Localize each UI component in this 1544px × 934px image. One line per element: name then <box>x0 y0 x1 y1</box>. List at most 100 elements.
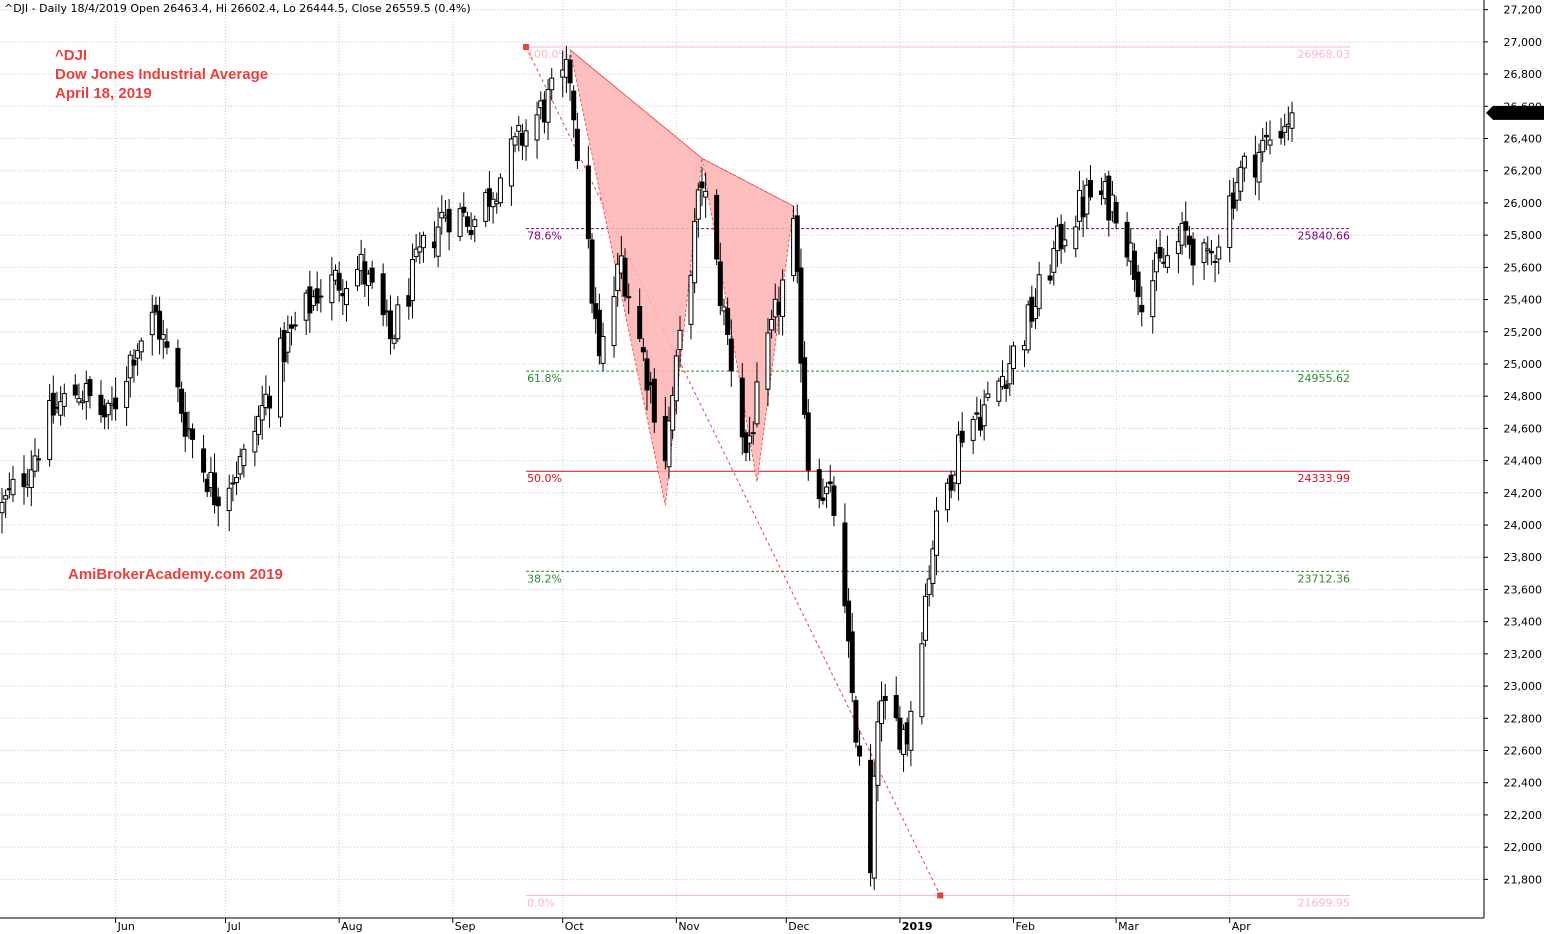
candle-body <box>600 335 606 364</box>
candle-body <box>420 234 426 249</box>
candle-body <box>739 377 745 438</box>
candle-body <box>182 411 188 437</box>
x-tick-label: Oct <box>565 920 585 933</box>
candle-body <box>1179 222 1185 246</box>
candle-body <box>677 329 683 350</box>
y-tick-label: 22,800 <box>1504 712 1543 725</box>
candle-body <box>497 177 503 204</box>
x-tick-label: Nov <box>678 920 700 933</box>
candle-body <box>842 522 848 607</box>
fib-level-pct: 0.0% <box>527 896 555 909</box>
candle-body <box>226 487 232 512</box>
candle-body <box>417 246 423 253</box>
candle-body <box>157 310 163 340</box>
candle-body <box>457 208 463 237</box>
last-price-marker: 26,559.5 <box>1486 105 1544 120</box>
candle-body <box>380 273 386 316</box>
candle-body <box>611 296 617 347</box>
chart-header: ^DJI - Daily 18/4/2019 Open 26463.4, Hi … <box>4 2 471 15</box>
candle-body <box>831 485 837 517</box>
candle-body <box>596 309 602 357</box>
candle-body <box>354 268 360 287</box>
y-tick-label: 25,800 <box>1504 229 1543 242</box>
candle-body <box>289 324 295 329</box>
candle-body <box>278 337 284 418</box>
pattern-line-bd <box>701 157 794 207</box>
candle-body <box>153 304 159 313</box>
candle-body <box>292 324 298 327</box>
candle-body <box>127 354 133 379</box>
candle-body <box>461 206 467 213</box>
candle-body <box>47 400 53 460</box>
candle-body <box>1058 223 1064 250</box>
candle-body <box>234 477 240 484</box>
candle-body <box>692 220 698 284</box>
fib-level-pct: 50.0% <box>527 472 562 485</box>
candle-body <box>446 208 452 233</box>
candle-body <box>468 230 474 236</box>
y-tick-label: 27,200 <box>1504 4 1543 17</box>
fib-anchor-line <box>525 46 941 896</box>
candle-body <box>1238 166 1244 192</box>
candle-body <box>1256 151 1262 183</box>
fibonacci-levels: 100.0% 26968.03 78.6% 25840.66 61.8% 24955.62… <box>523 44 1350 909</box>
candle-body <box>637 305 643 339</box>
last-price-box <box>1486 105 1544 120</box>
candle-body <box>1124 221 1130 258</box>
candle-body <box>212 472 218 506</box>
candle-body <box>72 384 78 396</box>
chart-title-symbol: ^DJI <box>55 47 87 64</box>
candle-body <box>1212 260 1218 263</box>
candle-body <box>1113 201 1119 224</box>
candle-body <box>1227 195 1233 248</box>
x-tick-label: 2019 <box>902 920 933 933</box>
candle-body <box>882 695 888 702</box>
candle-body <box>1131 250 1137 280</box>
fib-level-pct: 38.2% <box>527 572 562 585</box>
candle-body <box>1007 363 1013 385</box>
candle-body <box>1036 274 1042 309</box>
candle-body <box>1241 155 1247 169</box>
candle-body <box>754 381 760 425</box>
candle-body <box>343 288 349 306</box>
candle-body <box>908 710 914 751</box>
candle-body <box>113 397 119 410</box>
candle-body <box>651 378 657 423</box>
candle-body <box>362 261 368 285</box>
candle-body <box>695 189 701 220</box>
candle-body <box>747 435 753 444</box>
candle-body <box>1157 247 1163 259</box>
y-tick-label: 25,000 <box>1504 358 1543 371</box>
candle-body <box>329 274 335 304</box>
candle-body <box>1289 112 1295 129</box>
candle-body <box>1047 275 1053 281</box>
candle-body <box>728 338 734 372</box>
candle-body <box>516 124 522 132</box>
fib-level-value: 23712.36 <box>1298 572 1351 585</box>
candle-body <box>179 388 185 414</box>
y-tick-label: 23,000 <box>1504 680 1543 693</box>
y-tick-label: 25,200 <box>1504 326 1543 339</box>
candle-body <box>996 380 1002 402</box>
grid <box>0 0 1484 918</box>
y-tick-label: 25,400 <box>1504 294 1543 307</box>
candle-body <box>780 279 786 317</box>
candle-body <box>32 455 38 472</box>
candle-body <box>666 420 672 468</box>
candle-body <box>105 402 111 416</box>
fib-anchor-low <box>937 892 944 899</box>
watermark: AmiBrokerAcademy.com 2019 <box>68 566 283 583</box>
candle-body <box>805 412 811 471</box>
candle-body <box>622 257 628 297</box>
candle-body <box>567 59 573 84</box>
candle-body <box>486 188 492 207</box>
candle-body <box>1190 238 1196 266</box>
candle-body <box>1260 139 1266 153</box>
candle-body <box>1025 304 1031 351</box>
candle-body <box>241 448 247 467</box>
candle-body <box>717 261 723 307</box>
pattern-line-xb <box>569 49 703 159</box>
candle-body <box>435 226 441 257</box>
candle-body <box>1282 126 1288 133</box>
